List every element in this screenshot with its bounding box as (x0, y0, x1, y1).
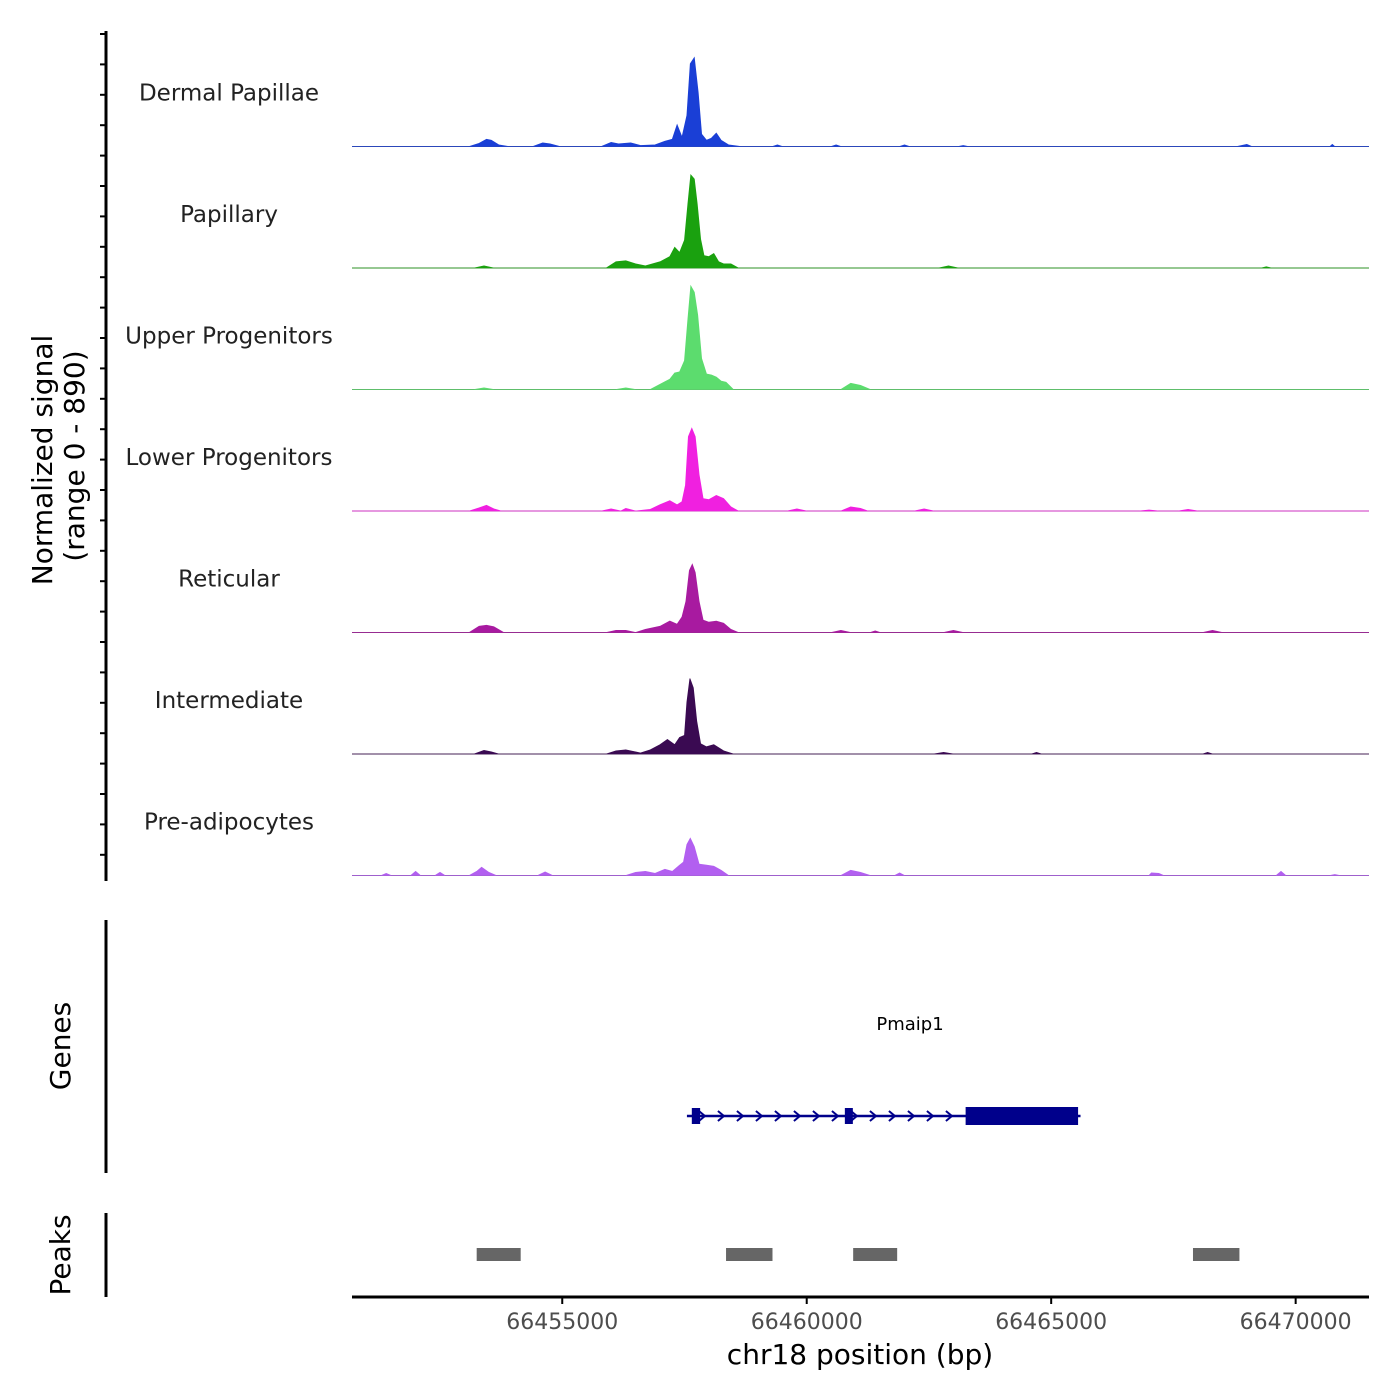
gene-name-label: Pmaip1 (876, 1014, 943, 1035)
strand-arrow (850, 1110, 859, 1122)
x-axis-title: chr18 position (bp) (727, 1338, 993, 1371)
gene-exon (691, 1108, 701, 1124)
coverage-area-papillary (352, 174, 1369, 269)
x-axis-tick-label: 66455000 (506, 1310, 618, 1335)
strand-arrow (831, 1110, 840, 1122)
peaks-panel-label: Peaks (44, 1214, 77, 1295)
genes-panel: Genes Pmaip1 (44, 920, 1081, 1173)
peaks-panel: Peaks (44, 1213, 1240, 1297)
x-axis-tick-label: 66470000 (1240, 1310, 1352, 1335)
track-label-intermediate: Intermediate (155, 688, 303, 714)
x-axis-ticks: 66455000 66460000 66465000 66470000 (506, 1297, 1352, 1335)
coverage-area-intermediate (352, 678, 1369, 755)
signal-y-axis-ticks (100, 33, 106, 856)
coverage-area-reticular (352, 563, 1369, 633)
track-reticular: Reticular (178, 563, 1369, 633)
track-label-dermal-papillae: Dermal Papillae (139, 81, 319, 107)
strand-arrow (812, 1110, 821, 1122)
strand-arrow (698, 1110, 707, 1122)
strand-arrow (717, 1110, 726, 1122)
peak-interval (726, 1248, 773, 1261)
coverage-area-dermal-papillae (352, 56, 1369, 147)
strand-arrow (755, 1110, 764, 1122)
gene-model-pmaip1 (686, 1107, 1081, 1125)
track-label-reticular: Reticular (178, 567, 280, 593)
gene-exon (844, 1108, 853, 1124)
strand-arrow (793, 1110, 802, 1122)
strand-arrow (888, 1110, 897, 1122)
coverage-area-pre-adipocytes (352, 837, 1369, 876)
genes-panel-label: Genes (44, 1002, 77, 1090)
y-axis-label-line1: Normalized signal (26, 335, 59, 586)
track-pre-adipocytes: Pre-adipocytes (144, 810, 1369, 876)
strand-arrow (736, 1110, 745, 1122)
strand-arrow (869, 1110, 878, 1122)
track-intermediate: Intermediate (155, 678, 1369, 755)
strand-arrow (945, 1110, 954, 1122)
track-label-lower-progenitors: Lower Progenitors (126, 445, 333, 471)
track-dermal-papillae: Dermal Papillae (139, 56, 1369, 147)
track-label-pre-adipocytes: Pre-adipocytes (144, 810, 314, 836)
gene-exon (965, 1107, 1079, 1125)
track-lower-progenitors: Lower Progenitors (126, 427, 1369, 512)
peak-interval (853, 1248, 898, 1261)
peak-interval (1192, 1248, 1240, 1261)
track-papillary: Papillary (180, 174, 1369, 269)
strand-arrow (774, 1110, 783, 1122)
x-axis: 66455000 66460000 66465000 66470000 chr18 p… (352, 1295, 1369, 1371)
coverage-tracks: Dermal Papillae Papillary Upper Progenitor… (125, 56, 1369, 876)
track-upper-progenitors: Upper Progenitors (125, 284, 1369, 390)
track-label-upper-progenitors: Upper Progenitors (125, 324, 333, 350)
strand-arrow (907, 1110, 916, 1122)
y-axis-label-line2: (range 0 - 890) (58, 350, 91, 561)
x-axis-tick-label: 66465000 (995, 1310, 1107, 1335)
peak-intervals (476, 1248, 1240, 1261)
x-axis-tick-label: 66460000 (751, 1310, 863, 1335)
strand-arrow (926, 1110, 935, 1122)
track-label-papillary: Papillary (180, 202, 278, 228)
coverage-area-upper-progenitors (352, 284, 1369, 390)
coverage-area-lower-progenitors (352, 427, 1369, 512)
peak-interval (476, 1248, 521, 1261)
